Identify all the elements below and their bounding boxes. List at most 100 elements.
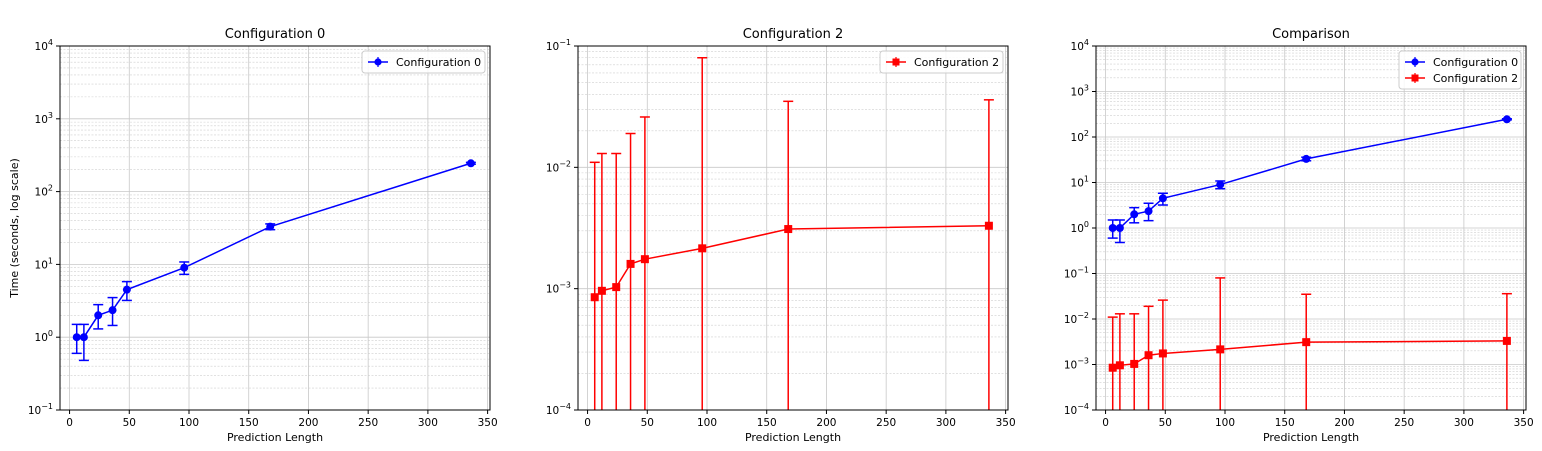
x-tick-label: 200 bbox=[816, 417, 836, 429]
tick-exponent: 0 bbox=[1084, 220, 1089, 229]
data-point bbox=[1130, 210, 1139, 219]
x-tick-label: 350 bbox=[478, 417, 498, 429]
data-point bbox=[698, 244, 707, 253]
x-tick-label: 300 bbox=[418, 417, 438, 429]
data-point bbox=[1108, 224, 1117, 232]
chart-title: Comparison bbox=[1272, 27, 1350, 42]
data-point bbox=[108, 306, 117, 315]
tick-base: 10 bbox=[35, 114, 48, 126]
tick-exponent: 3 bbox=[1084, 84, 1089, 93]
data-point bbox=[590, 293, 599, 302]
tick-base: 10 bbox=[1064, 269, 1077, 281]
tick-exponent: 1 bbox=[48, 256, 53, 265]
x-tick-label: 0 bbox=[66, 417, 73, 429]
legend-label: Configuration 0 bbox=[1433, 56, 1518, 69]
data-point bbox=[1158, 194, 1167, 203]
data-point bbox=[784, 225, 793, 234]
legend-marker bbox=[1411, 58, 1419, 66]
y-tick-label: 103 bbox=[1071, 84, 1089, 99]
tick-base: 10 bbox=[1064, 360, 1077, 372]
data-point bbox=[1130, 359, 1139, 368]
data-point bbox=[612, 283, 621, 292]
x-tick-label: 350 bbox=[1514, 417, 1534, 429]
grid bbox=[1096, 45, 1526, 411]
legend: Configuration 2 bbox=[879, 50, 1004, 74]
axes-frame bbox=[577, 45, 1009, 411]
x-tick-label: 100 bbox=[1215, 417, 1235, 429]
chart-panel: 0 50 100 150 200 250 300 35010−1100101102103104… bbox=[8, 27, 498, 444]
data-point bbox=[122, 285, 131, 294]
y-tick-label: 104 bbox=[35, 38, 53, 53]
legend-box bbox=[361, 50, 486, 74]
y-tick-label: 10−4 bbox=[546, 402, 571, 417]
y-tick-label: 101 bbox=[35, 256, 53, 271]
x-tick-label: 150 bbox=[757, 417, 777, 429]
x-tick-label: 200 bbox=[298, 417, 318, 429]
x-tick-label: 250 bbox=[876, 417, 896, 429]
x-tick-label: 50 bbox=[1159, 417, 1172, 429]
data-point bbox=[640, 255, 649, 264]
tick-exponent: −4 bbox=[559, 402, 571, 411]
tick-base: 10 bbox=[1071, 223, 1084, 235]
x-tick-label: 200 bbox=[1334, 417, 1354, 429]
data-point bbox=[72, 333, 81, 342]
data-point bbox=[1115, 224, 1124, 232]
data-point bbox=[1144, 207, 1153, 216]
data-point bbox=[1115, 361, 1124, 370]
legend-label: Configuration 0 bbox=[396, 56, 481, 69]
tick-exponent: −4 bbox=[1077, 402, 1089, 411]
x-tick-label: 350 bbox=[996, 417, 1016, 429]
tick-base: 10 bbox=[1064, 314, 1077, 326]
y-tick-label: 10−2 bbox=[1064, 311, 1089, 326]
data-point bbox=[466, 159, 475, 168]
tick-base: 10 bbox=[35, 259, 48, 271]
x-tick-label: 250 bbox=[1394, 417, 1414, 429]
data-point bbox=[1144, 351, 1153, 360]
x-tick-label: 300 bbox=[936, 417, 956, 429]
tick-base: 10 bbox=[546, 405, 559, 417]
tick-base: 10 bbox=[1071, 132, 1084, 144]
x-axis-label: Prediction Length bbox=[1263, 431, 1359, 444]
tick-exponent: −3 bbox=[1077, 357, 1089, 366]
tick-exponent: −1 bbox=[559, 38, 571, 47]
y-tick-label: 10−3 bbox=[546, 281, 571, 296]
series-configuration-0 bbox=[71, 159, 476, 362]
x-tick-label: 150 bbox=[239, 417, 259, 429]
y-tick-label: 10−1 bbox=[28, 402, 53, 417]
tick-base: 10 bbox=[1071, 41, 1084, 53]
data-point bbox=[1216, 345, 1225, 354]
series-line bbox=[594, 225, 989, 298]
legend: Configuration 0 Configuration 2 bbox=[1398, 50, 1522, 90]
tick-exponent: −2 bbox=[559, 159, 571, 168]
tick-exponent: −1 bbox=[1077, 266, 1089, 275]
data-point bbox=[1302, 338, 1311, 347]
chart-panel: 0 50 100 150 200 250 300 35010−410−310−210−1Con… bbox=[546, 27, 1016, 444]
tick-base: 10 bbox=[1071, 178, 1084, 190]
y-tick-label: 102 bbox=[35, 184, 53, 199]
y-tick-label: 104 bbox=[1071, 38, 1089, 53]
grid bbox=[60, 45, 490, 411]
tick-exponent: 4 bbox=[1084, 38, 1089, 47]
tick-exponent: −2 bbox=[1077, 311, 1089, 320]
legend-label: Configuration 2 bbox=[1433, 72, 1518, 85]
x-tick-label: 300 bbox=[1454, 417, 1474, 429]
legend: Configuration 0 bbox=[361, 50, 486, 74]
legend-marker bbox=[892, 58, 900, 66]
x-tick-label: 150 bbox=[1275, 417, 1295, 429]
y-tick-label: 100 bbox=[1071, 220, 1089, 235]
y-tick-label: 10−1 bbox=[546, 38, 571, 53]
y-tick-label: 101 bbox=[1071, 175, 1089, 190]
series-configuration-0 bbox=[1107, 115, 1512, 244]
x-tick-label: 0 bbox=[584, 417, 591, 429]
tick-base: 10 bbox=[1071, 87, 1084, 99]
legend-marker bbox=[1411, 74, 1419, 82]
x-axis-label: Prediction Length bbox=[745, 431, 841, 444]
tick-base: 10 bbox=[546, 284, 559, 296]
y-tick-label: 100 bbox=[35, 329, 53, 344]
data-point bbox=[1502, 115, 1511, 124]
x-tick-label: 100 bbox=[179, 417, 199, 429]
y-tick-label: 10−3 bbox=[1064, 357, 1089, 372]
tick-exponent: 4 bbox=[48, 38, 53, 47]
x-tick-label: 50 bbox=[641, 417, 654, 429]
